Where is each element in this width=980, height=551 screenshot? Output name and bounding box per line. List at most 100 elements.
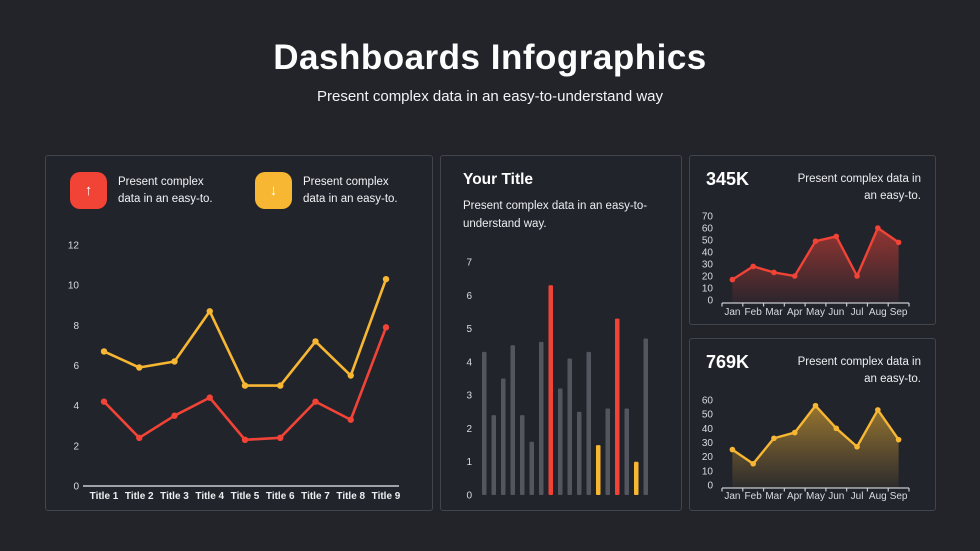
- data-point: [136, 434, 143, 441]
- x-category-label: May: [806, 307, 825, 318]
- data-point: [875, 407, 881, 413]
- y-tick-label: 60: [702, 396, 714, 407]
- x-category-label: Title 2: [125, 491, 154, 502]
- kpi-value: 345K: [706, 169, 750, 189]
- area-fill: [732, 228, 899, 303]
- y-tick-label: 20: [702, 272, 714, 283]
- data-point: [382, 324, 390, 331]
- y-tick-label: 6: [466, 291, 472, 302]
- panel-title: Your Title: [463, 171, 534, 188]
- data-point: [854, 273, 860, 279]
- x-category-label: Title 4: [195, 491, 224, 502]
- kpi-description: Present complex data in an easy-to.: [797, 173, 921, 203]
- data-point: [833, 425, 840, 432]
- legend-label: Present complex data in an easy-to.: [118, 175, 213, 205]
- kpi-red-panel: 345K Present complex data in an easy-to.…: [689, 155, 936, 325]
- y-tick-label: 4: [73, 401, 79, 412]
- y-tick-label: 2: [73, 441, 79, 452]
- y-tick-label: 0: [707, 481, 713, 492]
- legend-item-red: ↑ Present complex data in an easy-to.: [70, 172, 228, 209]
- bar: [624, 408, 629, 495]
- x-category-label: Aug: [869, 491, 887, 502]
- bar: [529, 441, 534, 495]
- y-tick-label: 0: [707, 296, 713, 307]
- y-tick-label: 50: [702, 236, 714, 247]
- y-tick-label: 40: [702, 248, 714, 259]
- y-tick-label: 20: [702, 452, 714, 463]
- y-tick-label: 0: [73, 482, 79, 493]
- y-tick-label: 5: [466, 324, 472, 335]
- x-category-label: Apr: [787, 307, 803, 318]
- x-category-label: Jun: [828, 491, 844, 502]
- x-category-label: Jul: [851, 307, 864, 318]
- x-category-label: Jun: [828, 307, 844, 318]
- data-point: [771, 435, 777, 442]
- x-category-label: Jul: [851, 491, 864, 502]
- x-category-label: Title 6: [266, 491, 295, 502]
- page-title: Dashboards Infographics: [273, 38, 707, 77]
- data-point: [171, 412, 178, 419]
- data-point: [875, 225, 881, 231]
- y-tick-label: 60: [702, 224, 714, 235]
- data-point: [100, 398, 108, 405]
- data-point: [812, 238, 819, 244]
- data-point: [729, 276, 736, 283]
- bar: [605, 408, 610, 495]
- line-chart-panel: ↑ Present complex data in an easy-to. ↓ …: [45, 155, 433, 511]
- kpi-description: Present complex data in an easy-to.: [797, 356, 921, 386]
- data-point: [241, 436, 249, 444]
- y-tick-label: 4: [466, 357, 472, 368]
- x-category-label: Sep: [890, 491, 908, 502]
- bar: [539, 341, 544, 495]
- y-tick-label: 70: [702, 212, 714, 223]
- kpi-yellow-panel: 769K Present complex data in an easy-to.…: [689, 338, 936, 511]
- data-point: [729, 446, 736, 453]
- thin-bar-chart: 0 1 2 3 4 5 6 7: [466, 258, 648, 502]
- bar: [491, 415, 496, 495]
- data-point: [750, 460, 756, 467]
- data-point: [812, 402, 819, 409]
- x-category-label: Title 1: [90, 491, 119, 502]
- x-category-label: Aug: [869, 307, 887, 318]
- bar: [596, 445, 601, 495]
- data-point: [206, 394, 213, 401]
- bar: [615, 318, 620, 495]
- x-category-label: May: [806, 491, 825, 502]
- data-point: [277, 382, 284, 389]
- dual-line-chart: 0 2 4 6 8 10 12 Title 1 Title 2 Title 3 Title 4 Tit…: [68, 241, 401, 503]
- x-category-label: Feb: [745, 491, 763, 502]
- kpi-value: 769K: [706, 352, 750, 372]
- y-tick-label: 6: [73, 361, 79, 372]
- x-category-label: Title 7: [301, 491, 330, 502]
- y-tick-label: 30: [702, 260, 714, 271]
- yellow-series-line: [102, 277, 388, 387]
- data-point: [791, 429, 798, 436]
- area-chart-yellow: 0 10 20 30 40 50 60 Jan Feb Mar Apr May Jun Jul Aug Sep: [702, 396, 910, 502]
- legend-item-yellow: ↓ Present complex data in an easy-to.: [255, 172, 413, 209]
- bar: [482, 351, 487, 495]
- data-point: [171, 358, 178, 365]
- y-tick-label: 10: [68, 281, 80, 292]
- x-category-label: Jan: [724, 307, 740, 318]
- data-point: [854, 443, 860, 450]
- bar: [586, 351, 591, 495]
- bar: [558, 388, 563, 495]
- data-point: [895, 436, 902, 443]
- page-subtitle: Present complex data in an easy-to-under…: [316, 88, 664, 105]
- data-point: [277, 434, 284, 441]
- data-point: [241, 382, 249, 389]
- y-tick-label: 40: [702, 424, 714, 435]
- data-point: [771, 269, 777, 276]
- data-point: [791, 273, 798, 279]
- data-point: [833, 233, 840, 240]
- arrow-up-icon: ↑: [70, 172, 107, 209]
- data-point: [750, 263, 756, 270]
- x-category-label: Title 8: [336, 491, 365, 502]
- data-point: [312, 338, 319, 345]
- y-tick-label: 1: [466, 457, 472, 468]
- data-point: [347, 372, 354, 379]
- arrow-down-icon: ↓: [255, 172, 292, 209]
- y-tick-label: 2: [466, 424, 472, 435]
